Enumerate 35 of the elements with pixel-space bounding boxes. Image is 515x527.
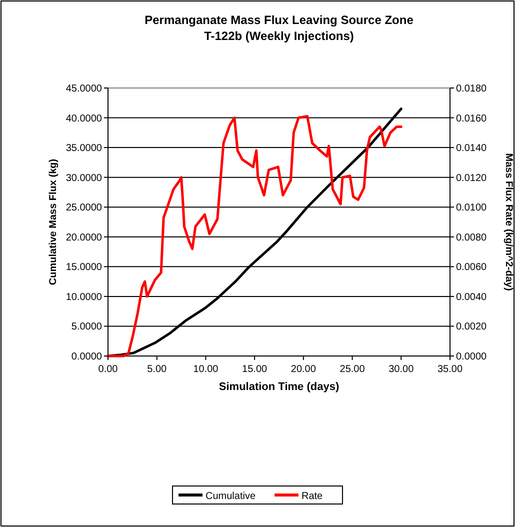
y2-tick-label: 0.0180 (456, 84, 488, 94)
y-tick-label: 0.0000 (71, 352, 102, 362)
chart-title: Permanganate Mass Flux Leaving Source Zone (144, 13, 414, 27)
y2-tick-label: 0.0120 (456, 172, 488, 184)
chart-subtitle: T-122b (Weekly Injections) (204, 29, 354, 43)
x-tick-label: 25.00 (340, 364, 366, 375)
x-tick-label: 0.00 (98, 364, 118, 375)
y-tick-label: 45.0000 (66, 84, 102, 94)
y2-tick-label: 0.0040 (456, 292, 488, 303)
y2-tick-label: 0.0000 (456, 352, 488, 362)
y2-tick-label: 0.0100 (456, 202, 488, 214)
y-tick-label: 15.0000 (66, 262, 102, 274)
x-tick-label: 15.00 (242, 364, 268, 375)
x-tick-label: 20.00 (290, 364, 316, 375)
y2-tick-label: 0.0060 (456, 262, 488, 274)
x-tick-label: 10.00 (193, 364, 219, 375)
y-tick-label: 25.0000 (66, 202, 102, 214)
y-tick-label: 35.0000 (66, 143, 102, 154)
x-tick-label: 30.00 (388, 364, 414, 375)
legend-label: Cumulative (206, 491, 256, 502)
y2-tick-label: 0.0020 (456, 322, 488, 333)
y2-tick-label: 0.0080 (456, 232, 488, 244)
x-axis-title: Simulation Time (days) (218, 381, 340, 393)
y2-tick-label: 0.0140 (456, 143, 488, 154)
y-tick-label: 30.0000 (66, 172, 102, 184)
y-tick-label: 10.0000 (66, 292, 102, 303)
y2-axis-title: Mass Flux Rate (kg/m^2-day) (503, 153, 514, 291)
y-tick-label: 40.0000 (66, 113, 102, 124)
y-tick-label: 5.0000 (71, 322, 102, 333)
x-tick-label: 5.00 (147, 364, 168, 375)
y-axis-title: Cumulative Mass Flux (kg) (48, 158, 59, 286)
legend-label: Rate (302, 491, 324, 502)
y2-tick-label: 0.0160 (456, 113, 488, 124)
y-tick-label: 20.0000 (66, 232, 102, 244)
x-tick-label: 35.00 (437, 364, 463, 375)
